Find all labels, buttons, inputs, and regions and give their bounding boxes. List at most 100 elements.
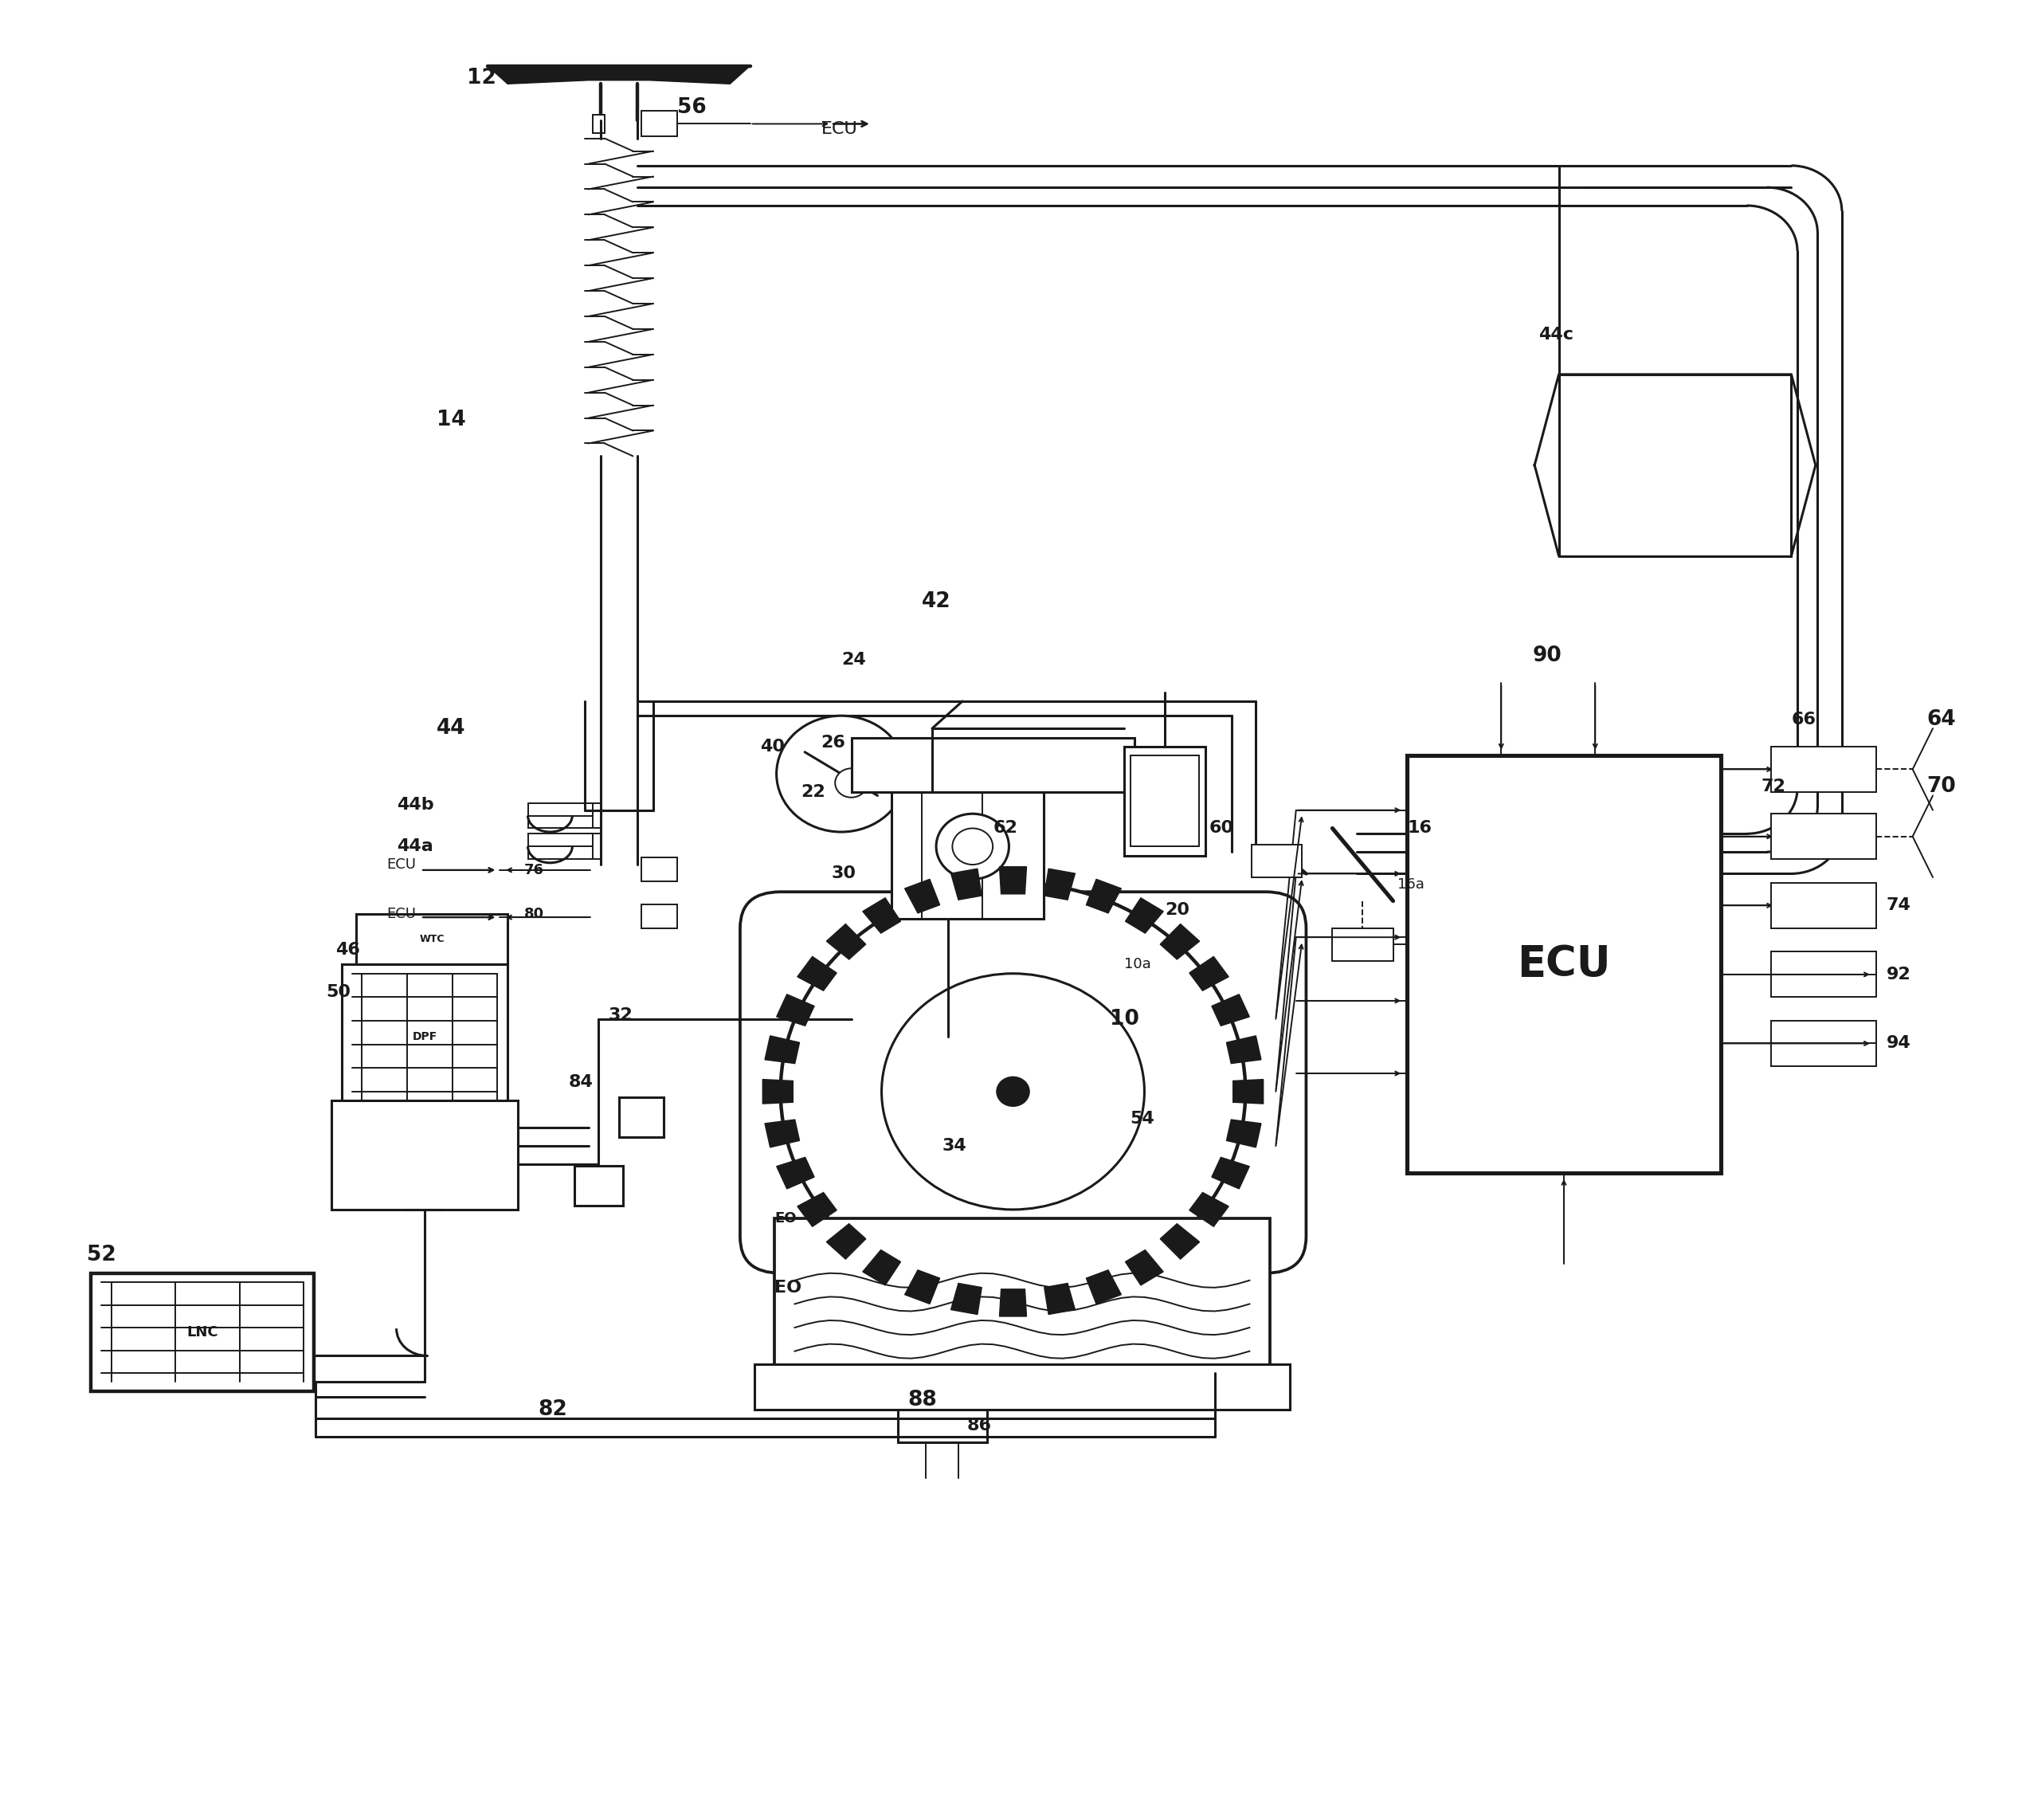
Polygon shape xyxy=(999,866,1027,894)
Polygon shape xyxy=(827,925,865,959)
Bar xyxy=(891,792,1043,919)
Circle shape xyxy=(936,814,1009,879)
Polygon shape xyxy=(1161,1223,1199,1259)
Bar xyxy=(851,737,1135,792)
Bar xyxy=(573,1167,622,1207)
Bar xyxy=(1333,928,1394,961)
Text: EO: EO xyxy=(774,1279,802,1296)
Text: 44c: 44c xyxy=(1538,326,1574,342)
Polygon shape xyxy=(762,1079,792,1103)
Text: 16a: 16a xyxy=(1398,877,1424,892)
Bar xyxy=(618,1097,663,1138)
Text: 60: 60 xyxy=(1210,821,1234,835)
Text: 22: 22 xyxy=(800,784,825,801)
Polygon shape xyxy=(906,879,940,914)
Bar xyxy=(1124,746,1205,855)
Polygon shape xyxy=(1043,868,1076,899)
Text: 50: 50 xyxy=(326,985,350,999)
Text: 46: 46 xyxy=(336,943,361,957)
Bar xyxy=(640,857,677,881)
Circle shape xyxy=(997,1077,1029,1107)
Polygon shape xyxy=(776,1158,814,1188)
Bar xyxy=(1771,746,1876,792)
Bar xyxy=(774,1219,1270,1372)
Text: 66: 66 xyxy=(1791,712,1815,728)
Text: 70: 70 xyxy=(1927,775,1955,797)
Text: 44a: 44a xyxy=(397,839,434,854)
Text: 94: 94 xyxy=(1886,1036,1911,1052)
Bar xyxy=(1771,952,1876,997)
Polygon shape xyxy=(798,957,837,990)
Polygon shape xyxy=(1124,1250,1163,1285)
Text: 32: 32 xyxy=(608,1006,634,1023)
Text: 52: 52 xyxy=(87,1245,115,1265)
Text: 16: 16 xyxy=(1408,821,1432,835)
Text: 62: 62 xyxy=(993,821,1017,835)
Text: 64: 64 xyxy=(1927,710,1955,730)
Polygon shape xyxy=(1226,1036,1260,1063)
Polygon shape xyxy=(950,1283,983,1314)
Polygon shape xyxy=(863,1250,902,1285)
Text: 42: 42 xyxy=(922,592,952,612)
Bar xyxy=(357,914,509,965)
Text: ECU: ECU xyxy=(387,906,415,921)
Text: ECU: ECU xyxy=(1517,945,1611,985)
Polygon shape xyxy=(863,897,902,934)
Text: 88: 88 xyxy=(908,1390,938,1410)
Polygon shape xyxy=(766,1036,800,1063)
Polygon shape xyxy=(798,1192,837,1227)
Polygon shape xyxy=(1234,1079,1264,1103)
Bar xyxy=(342,965,509,1110)
Polygon shape xyxy=(1212,1158,1250,1188)
Bar xyxy=(1131,755,1199,846)
Circle shape xyxy=(776,715,906,832)
Bar xyxy=(754,1363,1291,1409)
Text: 56: 56 xyxy=(677,96,707,118)
Text: 24: 24 xyxy=(841,652,865,668)
Text: 80: 80 xyxy=(525,906,543,921)
Text: DPF: DPF xyxy=(411,1032,438,1043)
Polygon shape xyxy=(827,1223,865,1259)
Text: 74: 74 xyxy=(1886,897,1911,914)
Text: 86: 86 xyxy=(966,1418,991,1434)
Text: 82: 82 xyxy=(539,1400,567,1420)
Bar xyxy=(1408,755,1720,1174)
Polygon shape xyxy=(1124,897,1163,934)
Polygon shape xyxy=(1043,1283,1076,1314)
Text: 20: 20 xyxy=(1165,903,1189,917)
Polygon shape xyxy=(1226,1119,1260,1147)
Polygon shape xyxy=(488,66,750,84)
Text: 26: 26 xyxy=(821,735,845,752)
Polygon shape xyxy=(999,1289,1027,1316)
Polygon shape xyxy=(1086,1270,1120,1303)
Text: 44: 44 xyxy=(438,719,466,739)
Text: 84: 84 xyxy=(567,1074,594,1090)
Bar xyxy=(1771,1021,1876,1067)
Text: 76: 76 xyxy=(525,863,543,877)
Text: 14: 14 xyxy=(438,409,466,430)
Text: 40: 40 xyxy=(760,739,784,755)
FancyBboxPatch shape xyxy=(739,892,1307,1274)
Text: 10: 10 xyxy=(1110,1008,1139,1030)
Polygon shape xyxy=(906,1270,940,1303)
Circle shape xyxy=(780,883,1246,1299)
Bar xyxy=(1771,814,1876,859)
Polygon shape xyxy=(1086,879,1120,914)
Text: 30: 30 xyxy=(831,866,855,881)
Circle shape xyxy=(952,828,993,864)
Text: 90: 90 xyxy=(1532,646,1562,666)
Text: 54: 54 xyxy=(1131,1110,1155,1127)
Circle shape xyxy=(835,768,867,797)
Bar xyxy=(1558,375,1791,555)
Text: EO: EO xyxy=(774,1212,796,1227)
Text: 12: 12 xyxy=(468,67,496,89)
Polygon shape xyxy=(950,868,983,899)
Text: 34: 34 xyxy=(942,1138,966,1154)
Bar xyxy=(592,115,604,133)
Text: 72: 72 xyxy=(1761,779,1785,795)
Text: 44b: 44b xyxy=(397,797,434,814)
Polygon shape xyxy=(776,994,814,1026)
Text: 10a: 10a xyxy=(1124,957,1151,972)
Polygon shape xyxy=(1189,1192,1228,1227)
Bar xyxy=(1252,844,1303,877)
